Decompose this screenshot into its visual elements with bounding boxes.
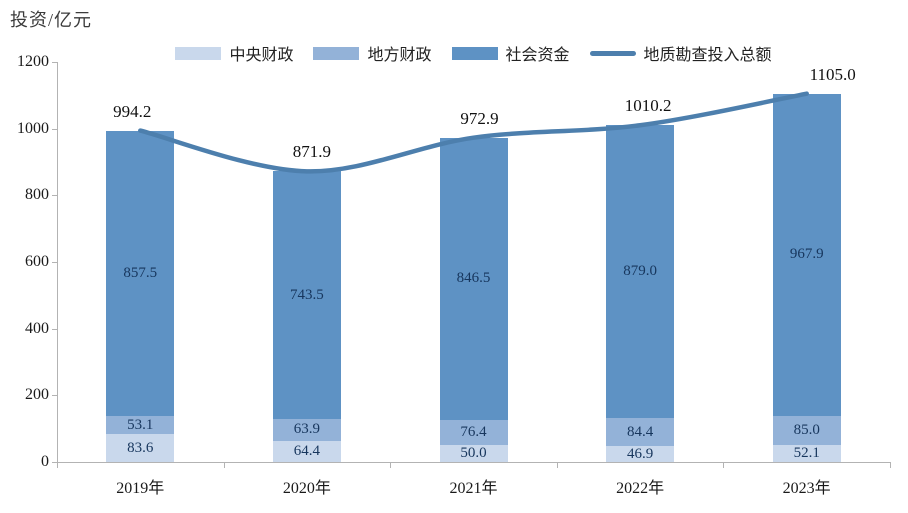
y-axis-title: 投资/亿元 bbox=[10, 10, 93, 30]
bar-value-label: 63.9 bbox=[293, 421, 321, 438]
bar-segment-0-cat-4 bbox=[772, 444, 841, 462]
bar-segment-1-cat-0 bbox=[106, 416, 175, 435]
legend-item-2: 社会资金 bbox=[451, 41, 570, 65]
bar-segment-2-cat-3 bbox=[606, 125, 675, 419]
x-tick-mark bbox=[890, 462, 891, 468]
bar-value-label: 879.0 bbox=[623, 263, 657, 280]
bar-segment-1-cat-3 bbox=[606, 418, 675, 447]
y-tick-label: 0 bbox=[41, 453, 49, 470]
bar-value-label: 743.5 bbox=[290, 286, 324, 303]
y-tick-label: 200 bbox=[25, 386, 49, 404]
y-tick-label: 1200 bbox=[17, 53, 49, 70]
legend-box-swatch-icon bbox=[451, 46, 498, 60]
chart-legend: 中央财政 地方财政 社会资金 地质勘查投入总额 bbox=[57, 42, 890, 64]
bar-segment-1-cat-4 bbox=[772, 416, 841, 445]
bar-value-label: 85.0 bbox=[793, 421, 820, 438]
bar-segment-2-cat-4 bbox=[772, 93, 841, 417]
x-tick-mark bbox=[57, 462, 58, 468]
total-line bbox=[138, 91, 809, 174]
bar-value-label: 846.5 bbox=[456, 270, 491, 287]
bar-value-label: 50.0 bbox=[460, 445, 487, 462]
legend-label: 地方财政 bbox=[367, 47, 432, 64]
legend-label: 中央财政 bbox=[229, 47, 294, 64]
bar-segment-2-cat-2 bbox=[439, 137, 508, 420]
x-tick-mark bbox=[723, 462, 725, 468]
x-axis-label: 2020年 bbox=[282, 480, 331, 497]
bar-segment-2-cat-0 bbox=[106, 130, 175, 417]
x-tick-mark bbox=[390, 462, 392, 468]
bar-value-label: 64.4 bbox=[293, 442, 321, 459]
x-axis-label: 2022年 bbox=[616, 480, 665, 497]
legend-line-swatch-icon bbox=[589, 50, 636, 56]
y-tick-mark bbox=[52, 395, 57, 397]
bar-value-label: 52.1 bbox=[793, 444, 820, 461]
bar-segment-0-cat-1 bbox=[272, 440, 341, 462]
x-tick-mark bbox=[556, 462, 558, 468]
legend-box-swatch-icon bbox=[175, 46, 222, 60]
y-axis bbox=[57, 62, 58, 462]
y-tick-mark bbox=[52, 195, 57, 197]
bar-value-label: 84.4 bbox=[626, 423, 654, 440]
total-value-label: 972.9 bbox=[460, 108, 499, 128]
legend-label: 社会资金 bbox=[505, 47, 570, 64]
x-axis bbox=[57, 462, 890, 463]
bar-value-label: 76.4 bbox=[460, 424, 487, 441]
x-axis-label: 2023年 bbox=[782, 480, 831, 497]
bar-value-label: 46.9 bbox=[626, 445, 654, 462]
bar-value-label: 83.6 bbox=[127, 439, 154, 456]
total-value-label: 1105.0 bbox=[809, 64, 856, 84]
total-value-label: 994.2 bbox=[113, 101, 152, 121]
bar-value-label: 857.5 bbox=[123, 265, 158, 282]
bar-segment-0-cat-3 bbox=[606, 446, 675, 462]
bar-segment-1-cat-2 bbox=[439, 419, 508, 446]
legend-item-0: 中央财政 bbox=[175, 41, 293, 65]
legend-label: 地质勘查投入总额 bbox=[643, 47, 772, 64]
bar-value-label: 967.9 bbox=[789, 246, 824, 263]
y-tick-label: 1000 bbox=[17, 119, 49, 137]
y-tick-mark bbox=[52, 328, 57, 330]
total-value-label: 871.9 bbox=[292, 142, 332, 162]
y-tick-mark bbox=[52, 462, 57, 463]
y-tick-label: 400 bbox=[25, 319, 49, 337]
x-axis-label: 2019年 bbox=[116, 480, 165, 497]
bar-segment-0-cat-2 bbox=[439, 445, 508, 462]
y-tick-mark bbox=[52, 262, 57, 263]
x-tick-mark bbox=[223, 462, 225, 468]
x-axis-label: 2021年 bbox=[449, 480, 498, 497]
y-tick-label: 600 bbox=[25, 253, 49, 270]
bar-value-label: 53.1 bbox=[127, 416, 154, 433]
y-tick-label: 800 bbox=[25, 186, 49, 204]
legend-item-3: 地质勘查投入总额 bbox=[589, 41, 772, 65]
legend-item-1: 地方财政 bbox=[313, 41, 432, 65]
bar-segment-1-cat-1 bbox=[272, 419, 341, 441]
y-tick-mark bbox=[52, 128, 57, 130]
y-tick-mark bbox=[52, 62, 57, 63]
legend-box-swatch-icon bbox=[313, 46, 360, 60]
bar-segment-0-cat-0 bbox=[106, 434, 175, 462]
bar-segment-2-cat-1 bbox=[272, 171, 341, 420]
total-value-label: 1010.2 bbox=[624, 96, 672, 116]
